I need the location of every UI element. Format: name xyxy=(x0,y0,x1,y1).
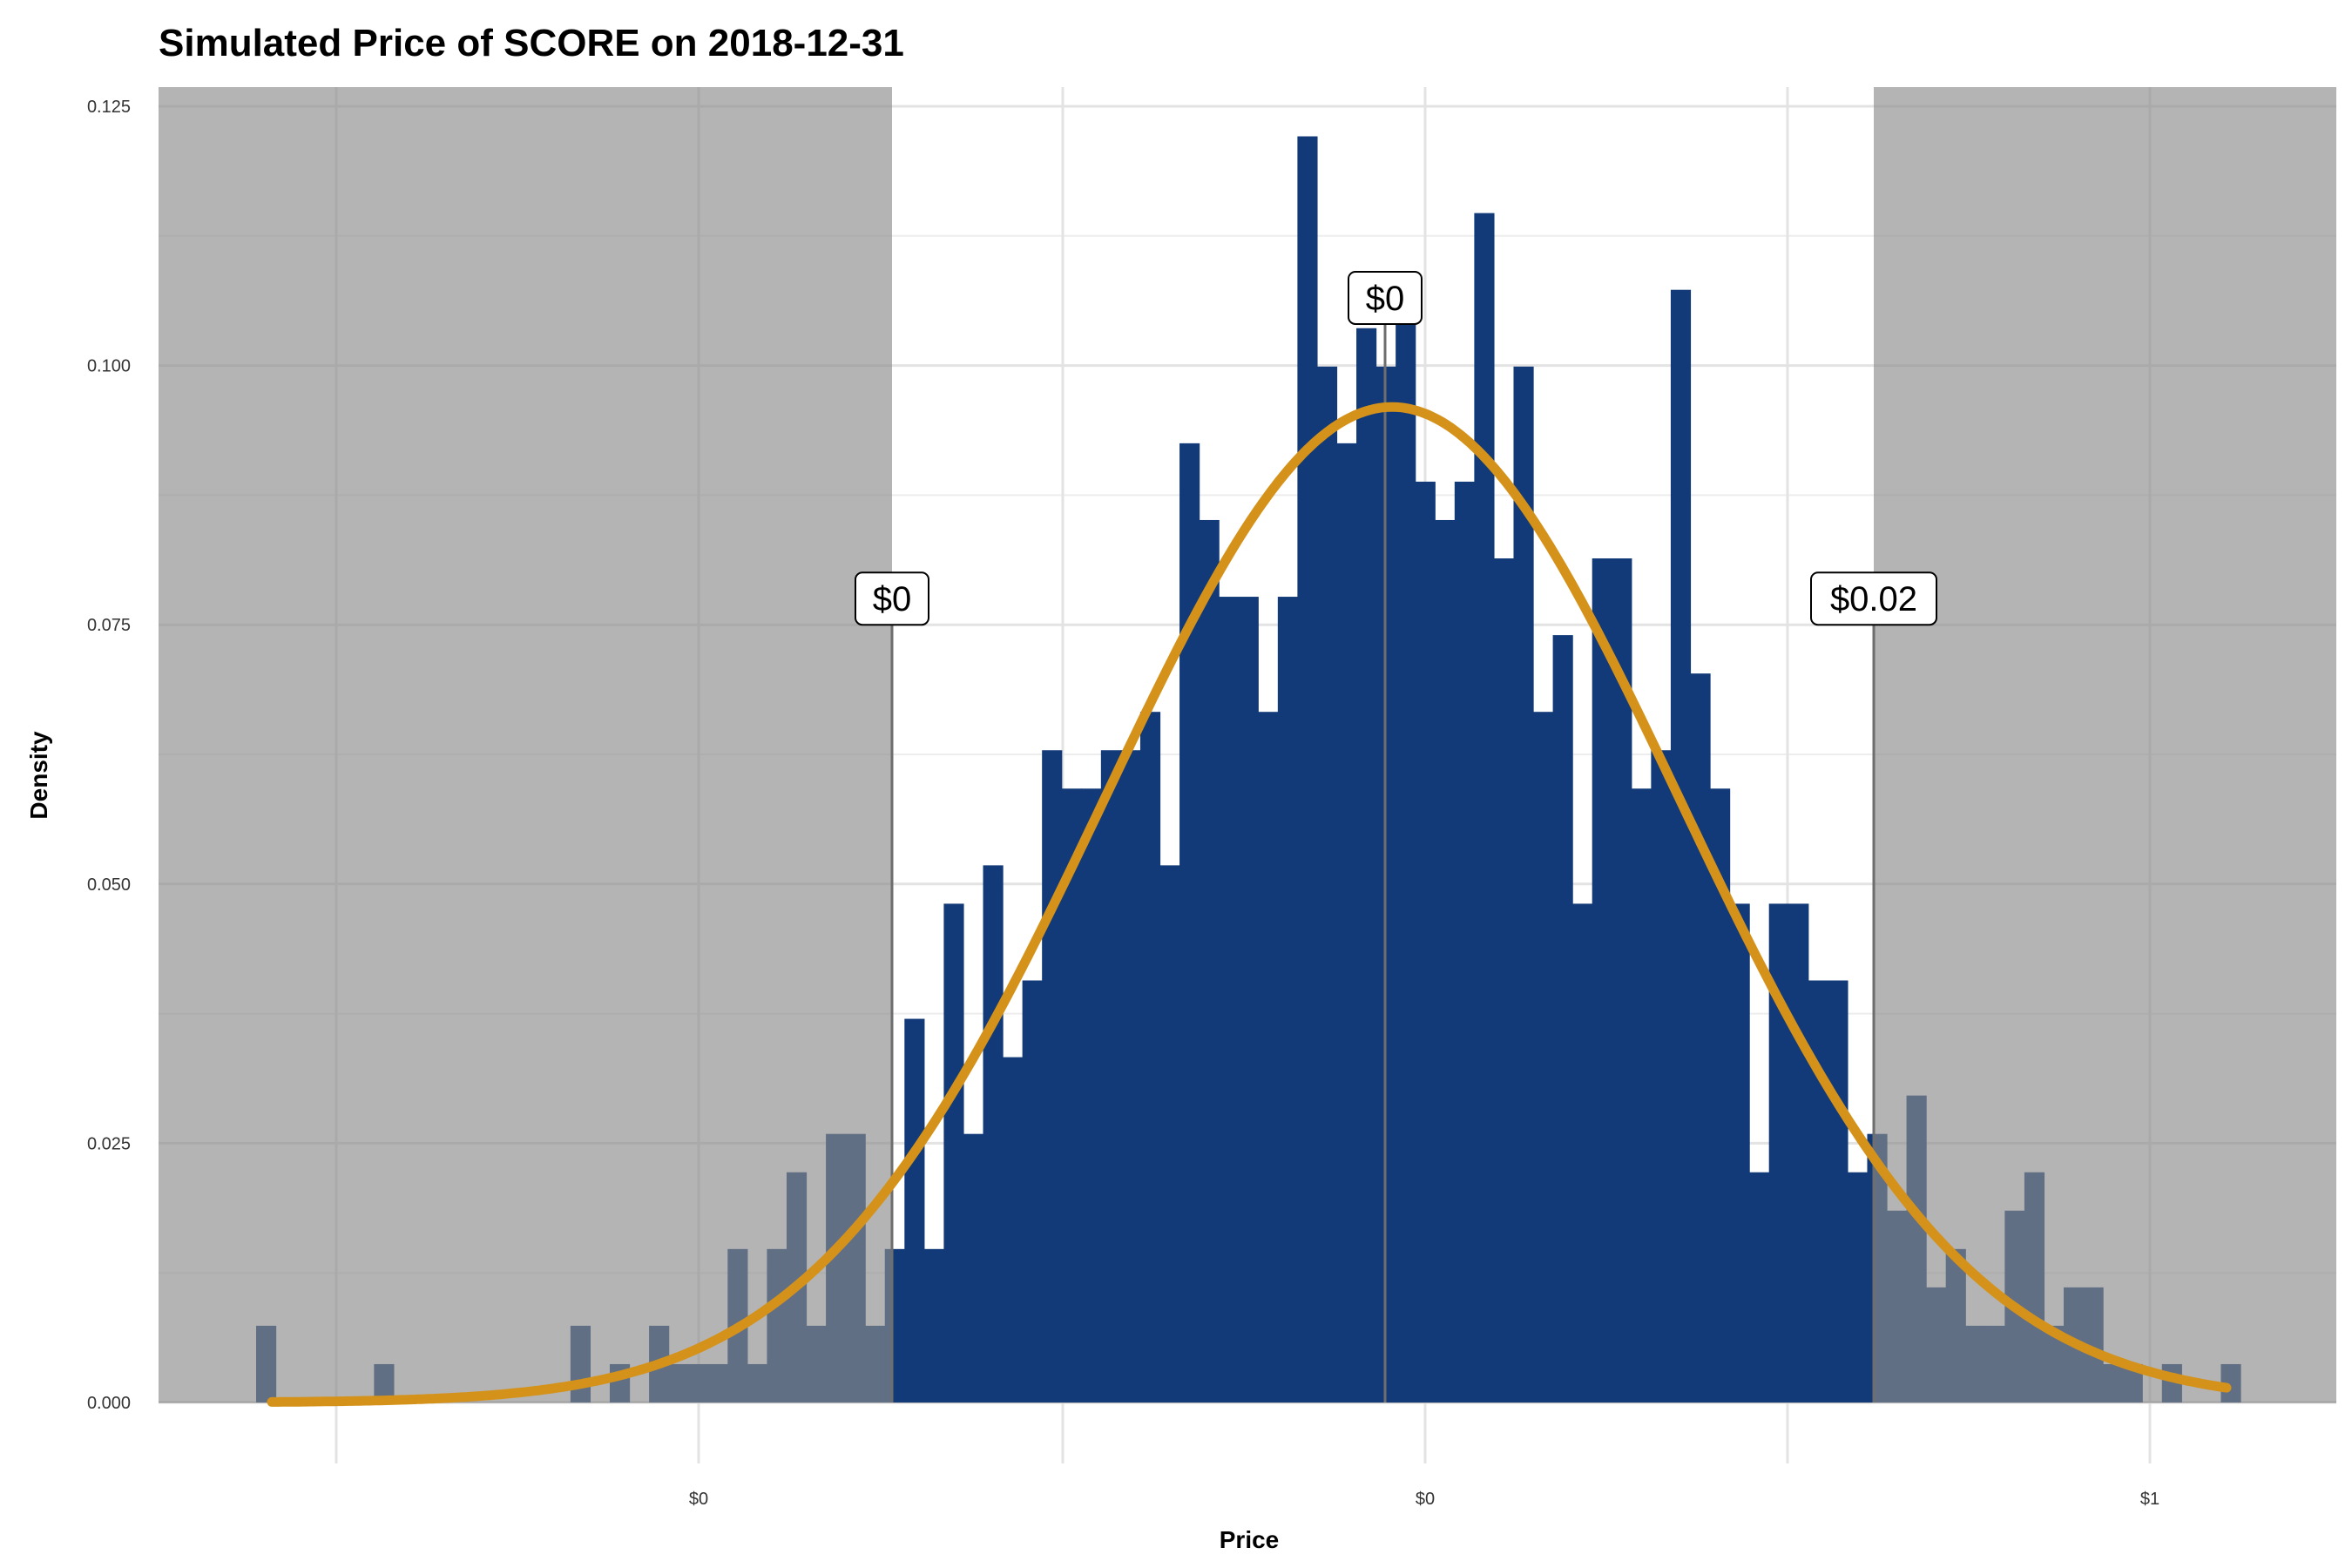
histogram-bar xyxy=(1454,481,1475,1402)
histogram-bar xyxy=(1396,289,1416,1402)
x-axis-label: Price xyxy=(1220,1526,1280,1553)
histogram-bar xyxy=(1435,519,1456,1402)
histogram-bar xyxy=(1356,328,1377,1402)
histogram-bar xyxy=(1297,136,1318,1402)
annotation-box xyxy=(1348,270,1423,325)
histogram-bar xyxy=(943,903,964,1402)
histogram-bar xyxy=(1670,289,1692,1402)
histogram-bar xyxy=(923,1248,945,1402)
annotations: $0 $0 $0.02 xyxy=(855,270,1937,626)
histogram-bar xyxy=(1003,1057,1024,1402)
histogram-bar xyxy=(983,865,1004,1402)
x-axis-ticks: $0 $0 $1 xyxy=(689,1490,2159,1509)
histogram-bar xyxy=(1042,750,1063,1402)
histogram-bar xyxy=(1690,673,1711,1402)
x-tick-label: $1 xyxy=(2140,1490,2159,1509)
y-tick-label: 0.025 xyxy=(87,1134,131,1153)
histogram-bar xyxy=(1749,1172,1770,1402)
histogram-bar xyxy=(1258,712,1279,1402)
histogram-bar xyxy=(1139,712,1161,1402)
histogram-bar xyxy=(1120,750,1141,1402)
histogram-bar xyxy=(1612,558,1632,1402)
histogram-bar xyxy=(1729,903,1750,1402)
y-tick-label: 0.075 xyxy=(87,616,131,635)
y-tick-label: 0.125 xyxy=(87,98,131,117)
y-axis-ticks: 0.000 0.025 0.050 0.075 0.100 0.125 xyxy=(87,98,131,1413)
histogram-bar xyxy=(1061,788,1082,1402)
histogram-bar xyxy=(1100,750,1121,1402)
histogram-bar xyxy=(1219,597,1240,1402)
shaded-tail-left xyxy=(159,87,892,1402)
x-tick-label: $0 xyxy=(1416,1490,1435,1509)
histogram-bar xyxy=(963,1133,984,1402)
shaded-tail-right xyxy=(1874,87,2336,1402)
annotation-box xyxy=(1810,571,1937,626)
histogram-bar xyxy=(1493,558,1515,1402)
histogram-bar xyxy=(1022,980,1043,1402)
histogram-bar xyxy=(1513,366,1534,1402)
histogram-bar xyxy=(1159,865,1180,1402)
y-tick-label: 0.050 xyxy=(87,875,131,895)
annotation-lines xyxy=(890,323,1876,1402)
shaded-tails xyxy=(159,87,2336,1402)
histogram-bar xyxy=(1179,443,1200,1402)
y-tick-label: 0.000 xyxy=(87,1394,131,1413)
histogram-bar xyxy=(1828,980,1848,1402)
density-curve xyxy=(267,402,2232,1407)
y-tick-label: 0.100 xyxy=(87,357,131,376)
histogram-bar xyxy=(1847,1172,1869,1402)
histogram-bar xyxy=(1081,788,1102,1402)
histogram-bar xyxy=(1592,558,1612,1402)
histogram-bar xyxy=(1710,788,1731,1402)
histogram-bar xyxy=(904,1018,925,1402)
histogram-bar xyxy=(1199,519,1220,1402)
chart-title: Simulated Price of SCORE on 2018-12-31 xyxy=(159,22,904,64)
histogram-bar xyxy=(1808,980,1828,1402)
histogram-bar xyxy=(1651,750,1672,1402)
x-tick-label: $0 xyxy=(689,1490,708,1509)
histogram-bar xyxy=(1552,635,1573,1402)
annotation-label: $0 xyxy=(1366,280,1405,318)
annotation-label: $0 xyxy=(873,580,912,618)
histogram-bar xyxy=(1631,788,1652,1402)
histogram-bar xyxy=(1415,481,1436,1402)
y-axis-label: Density xyxy=(25,731,52,820)
histogram-bar xyxy=(1474,213,1495,1402)
histogram-bar xyxy=(1277,597,1298,1402)
annotation-box xyxy=(855,571,929,626)
histogram-bar xyxy=(1533,712,1554,1402)
histogram-bar xyxy=(1768,903,1789,1402)
histogram-bar xyxy=(1316,366,1338,1402)
histogram-bar xyxy=(1788,903,1809,1402)
annotation-label: $0.02 xyxy=(1830,580,1917,618)
histogram-bar xyxy=(1238,597,1259,1402)
histogram-bar xyxy=(1336,443,1357,1402)
histogram-bar xyxy=(1572,903,1593,1402)
